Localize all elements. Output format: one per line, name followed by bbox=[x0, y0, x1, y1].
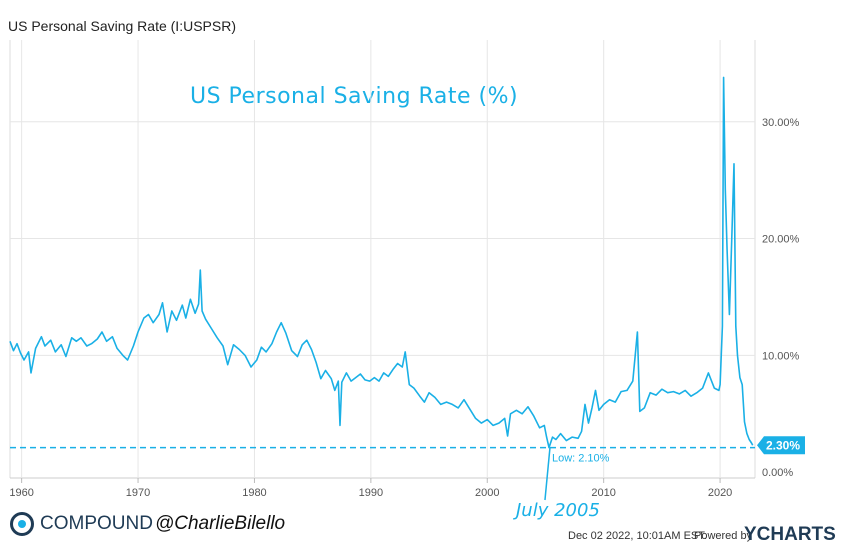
july-2005-annotation: July 2005 bbox=[516, 500, 600, 521]
chart-title: US Personal Saving Rate (I:USPSR) bbox=[8, 18, 236, 34]
x-tick-label: 1990 bbox=[359, 487, 383, 499]
y-tick-label: 10.00% bbox=[762, 350, 800, 362]
compound-name: COMPOUND bbox=[40, 513, 153, 534]
x-tick-label: 2000 bbox=[475, 487, 499, 499]
series-line-saving-rate bbox=[9, 76, 754, 449]
y-tick-label: 30.00% bbox=[762, 117, 800, 129]
y-tick-label: 20.00% bbox=[762, 234, 800, 246]
axis-labels: 0.00% 10.00% 20.00% 30.00% 1960 1970 1980 1990 2… bbox=[9, 117, 799, 499]
last-value-label: 2.30% bbox=[766, 438, 800, 452]
x-tick-label: 2010 bbox=[591, 487, 615, 499]
last-value-badge: 2.30% bbox=[757, 436, 805, 455]
timestamp: Dec 02 2022, 10:01AM EST. bbox=[568, 530, 707, 542]
author-handle: @CharlieBilello bbox=[154, 513, 286, 534]
x-tick-label: 2020 bbox=[708, 487, 732, 499]
compound-logo-icon bbox=[10, 512, 34, 536]
x-tick-label: 1960 bbox=[9, 487, 33, 499]
low-label: Low: 2.10% bbox=[552, 453, 610, 465]
y-tick-label: 0.00% bbox=[762, 467, 793, 479]
low-marker-line bbox=[544, 447, 551, 501]
last-value-badge-bg bbox=[757, 436, 805, 455]
x-tick-label: 1980 bbox=[242, 487, 266, 499]
x-tick-label: 1970 bbox=[126, 487, 150, 499]
grid bbox=[9, 40, 756, 483]
ycharts-logo: YCHARTS bbox=[744, 524, 836, 545]
overlay-title: US Personal Saving Rate (%) bbox=[190, 84, 519, 109]
powered-by-label: Powered by bbox=[694, 530, 753, 542]
compound-branding: COMPOUND @CharlieBilello bbox=[10, 512, 285, 536]
